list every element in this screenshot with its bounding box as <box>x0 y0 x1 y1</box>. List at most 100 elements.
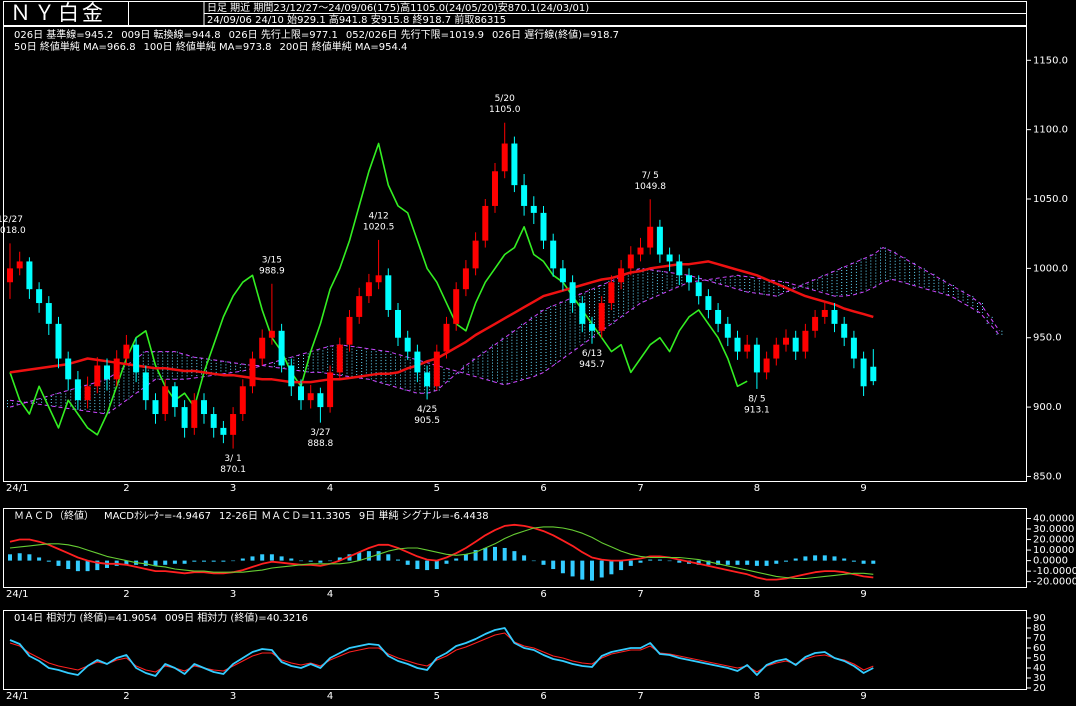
histogram-bar <box>153 560 158 566</box>
x-tick-label: 4 <box>327 691 333 702</box>
histogram-bar <box>735 560 740 565</box>
histogram-bar <box>289 558 294 561</box>
candle-body <box>443 323 450 352</box>
histogram-bar <box>725 560 730 565</box>
histogram-bar <box>580 560 585 580</box>
histogram-bar <box>85 560 90 572</box>
y-tick-label: 1150.0 <box>1033 55 1068 66</box>
candle-body <box>608 282 615 304</box>
y-tick-label: 70 <box>1033 633 1046 644</box>
candle-body <box>365 282 372 297</box>
x-tick-label: 3 <box>230 589 236 600</box>
candle-body <box>385 275 392 310</box>
y-tick-label: -20.0000 <box>1033 577 1076 588</box>
candle-body <box>666 254 673 262</box>
histogram-bar <box>37 557 42 561</box>
candle-body <box>395 309 401 338</box>
legend-entry: 9日 単純 シグナル=-6.4438 <box>359 509 489 522</box>
histogram-bar <box>609 560 614 575</box>
histogram-bar <box>677 560 682 563</box>
candle-body <box>870 366 877 382</box>
candle-body <box>627 254 634 269</box>
period-info: 日足 期近 期間23/12/27～24/09/06(175)高1105.0(24… <box>207 1 589 14</box>
histogram-bar <box>405 560 410 565</box>
histogram-bar <box>357 552 362 561</box>
histogram-bar <box>328 560 333 562</box>
x-tick-label: 5 <box>434 589 440 600</box>
candle-body <box>705 296 712 310</box>
x-tick-label: 6 <box>540 483 546 494</box>
annotation-value: 988.9 <box>259 266 285 276</box>
histogram-bar <box>851 560 856 562</box>
histogram-bar <box>793 558 798 561</box>
legend-entry: 50日 終値単純 MA=966.8 <box>14 40 136 53</box>
annotation-date: 4/25 <box>417 405 437 415</box>
last-info: 24/09/06 24/10 始929.1 高941.8 安915.8 終918… <box>207 13 506 26</box>
y-tick-label: 20 <box>1033 683 1046 694</box>
candle-body <box>637 247 644 255</box>
histogram-bar <box>347 554 352 561</box>
histogram-bar <box>745 560 750 565</box>
candle-body <box>656 226 663 255</box>
candle-body <box>676 261 683 276</box>
legend-entry: 009日 転換線=944.8 <box>121 28 220 41</box>
histogram-bar <box>784 560 788 562</box>
candle-body <box>521 185 528 206</box>
histogram-bar <box>648 559 653 561</box>
histogram-bar <box>667 560 672 562</box>
annotation-date: 6/13 <box>582 349 602 359</box>
candle-body <box>860 358 867 387</box>
candle-body <box>288 365 295 387</box>
histogram-bar <box>628 560 633 566</box>
candle-body <box>181 407 188 428</box>
histogram-bar <box>716 560 721 565</box>
candle-body <box>249 358 256 387</box>
candle-body <box>744 344 751 352</box>
legend-entry: 026日 先行上限=977.1 <box>229 28 338 41</box>
histogram-bar <box>425 560 430 571</box>
candle-body <box>812 316 819 331</box>
y-tick-label: 950.0 <box>1033 333 1062 344</box>
candle-body <box>618 268 625 283</box>
histogram-bar <box>299 560 303 562</box>
histogram-bar <box>337 557 342 561</box>
annotation-value: 913.1 <box>744 405 770 415</box>
candle-body <box>336 344 343 373</box>
candle-body <box>55 323 62 359</box>
annotation-date: 3/15 <box>262 255 282 265</box>
candle-body <box>171 386 178 408</box>
histogram-bar <box>386 554 391 561</box>
histogram-bar <box>279 556 284 561</box>
candle-body <box>65 358 72 380</box>
histogram-bar <box>172 560 177 564</box>
candle-body <box>511 143 518 186</box>
histogram-bar <box>560 560 565 574</box>
histogram-bar <box>163 560 168 565</box>
candle-body <box>686 275 692 283</box>
annotation-value: 1049.8 <box>634 182 666 192</box>
annotation-date: 3/ 1 <box>224 454 241 464</box>
candle-body <box>559 268 566 283</box>
candle-body <box>220 427 227 435</box>
indicator-line <box>9 523 874 581</box>
histogram-bar <box>376 551 381 561</box>
candle-body <box>94 365 101 387</box>
histogram-bar <box>211 560 216 562</box>
indicator-line <box>9 526 874 580</box>
annotation-value: 870.1 <box>220 465 246 475</box>
histogram-bar <box>318 560 323 563</box>
candle-body <box>802 330 809 352</box>
candle-body <box>142 372 149 401</box>
annotation-value: 1105.0 <box>489 105 521 115</box>
histogram-bar <box>434 560 439 570</box>
annotation-value: 1018.0 <box>0 226 26 236</box>
histogram-bar <box>250 556 255 561</box>
panel-title: ＭＡＣＤ（終値） <box>14 509 94 522</box>
histogram-bar <box>541 560 546 565</box>
histogram-bar <box>774 560 779 564</box>
x-tick-label: 7 <box>637 483 643 494</box>
x-tick-label: 2 <box>123 483 129 494</box>
candle-body <box>550 240 557 269</box>
